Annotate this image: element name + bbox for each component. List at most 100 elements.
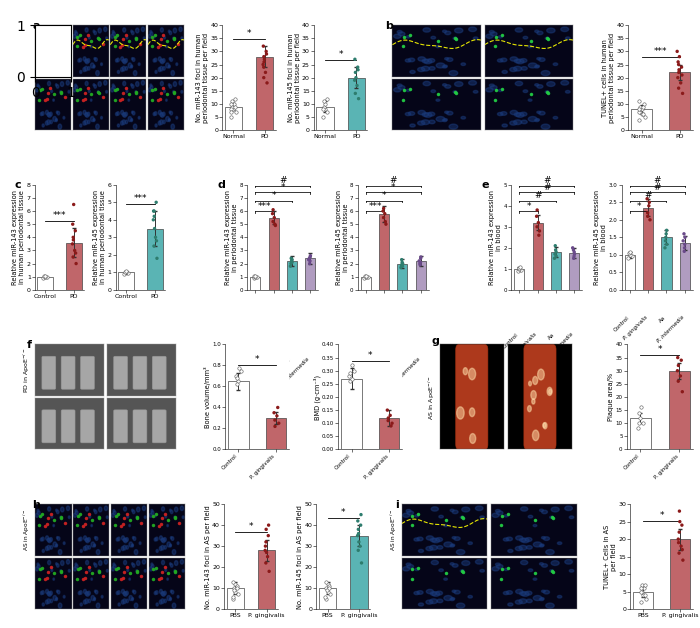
Point [285,261,296,271]
Point [69,246,80,256]
Point [675,78,686,88]
Bar [643,207,653,290]
Circle shape [46,57,48,61]
Point [632,423,643,433]
Circle shape [136,82,139,87]
Circle shape [63,63,65,65]
Circle shape [546,550,554,555]
Circle shape [160,546,162,551]
Circle shape [74,84,76,87]
Circle shape [87,112,90,116]
Circle shape [120,67,123,72]
Circle shape [47,120,50,124]
Circle shape [97,603,100,608]
Circle shape [170,590,172,592]
Circle shape [502,70,508,73]
Text: P. intermedia: P. intermedia [392,357,421,386]
Circle shape [551,561,559,565]
Point [232,373,243,383]
Circle shape [169,598,172,600]
Circle shape [60,570,62,572]
Point [304,252,316,262]
Circle shape [104,506,108,511]
Point [70,248,81,258]
Circle shape [160,120,163,124]
Point [635,403,646,413]
Point [673,60,684,70]
Circle shape [47,538,50,542]
Circle shape [83,536,87,540]
Circle shape [116,59,118,62]
Point [676,70,687,80]
Bar [305,258,315,290]
Circle shape [136,561,140,565]
Bar [118,273,134,290]
Circle shape [56,31,59,35]
Point [550,245,561,255]
Point [636,109,648,119]
Circle shape [132,509,133,511]
Circle shape [57,58,60,62]
Circle shape [470,433,476,443]
Circle shape [419,603,423,606]
Text: #: # [543,176,551,185]
Circle shape [126,546,129,549]
Point [344,368,356,378]
Point [395,260,407,270]
Circle shape [547,387,552,396]
Circle shape [131,65,132,67]
Circle shape [468,595,472,598]
Text: *: * [637,202,641,210]
Text: Control: Control [238,357,256,374]
Circle shape [57,590,58,592]
Circle shape [132,85,134,88]
Circle shape [104,560,108,564]
Circle shape [541,124,550,129]
Circle shape [78,592,81,595]
Circle shape [56,111,58,114]
Circle shape [122,82,126,85]
Point [638,590,649,600]
Point [304,251,316,261]
Circle shape [436,45,440,48]
Circle shape [98,570,99,572]
Circle shape [118,550,120,553]
Point [225,104,237,114]
Y-axis label: Relative miR-143 expression
in blood: Relative miR-143 expression in blood [489,190,502,285]
Circle shape [50,591,52,595]
Circle shape [528,45,532,48]
FancyBboxPatch shape [42,356,56,389]
Circle shape [129,542,132,547]
Circle shape [88,538,90,541]
Circle shape [91,578,92,580]
Circle shape [88,591,90,595]
Circle shape [136,28,139,33]
Point [351,80,363,90]
Point [673,534,684,544]
Circle shape [41,538,43,541]
Circle shape [144,37,145,40]
Circle shape [158,121,161,125]
Circle shape [57,510,59,514]
Circle shape [80,70,82,73]
Circle shape [93,65,95,67]
Circle shape [88,90,90,92]
Point [531,222,542,232]
Point [317,104,328,114]
Circle shape [60,516,62,519]
Point [323,583,335,593]
Circle shape [442,119,447,122]
Point [120,268,132,278]
Point [359,273,370,283]
Circle shape [58,603,62,608]
Circle shape [169,509,172,511]
Circle shape [514,120,522,124]
Circle shape [429,67,435,70]
Circle shape [545,37,550,40]
Circle shape [56,598,57,600]
Circle shape [111,566,114,571]
Circle shape [171,124,174,129]
Circle shape [541,70,550,75]
Point [678,236,689,246]
Point [638,99,650,109]
